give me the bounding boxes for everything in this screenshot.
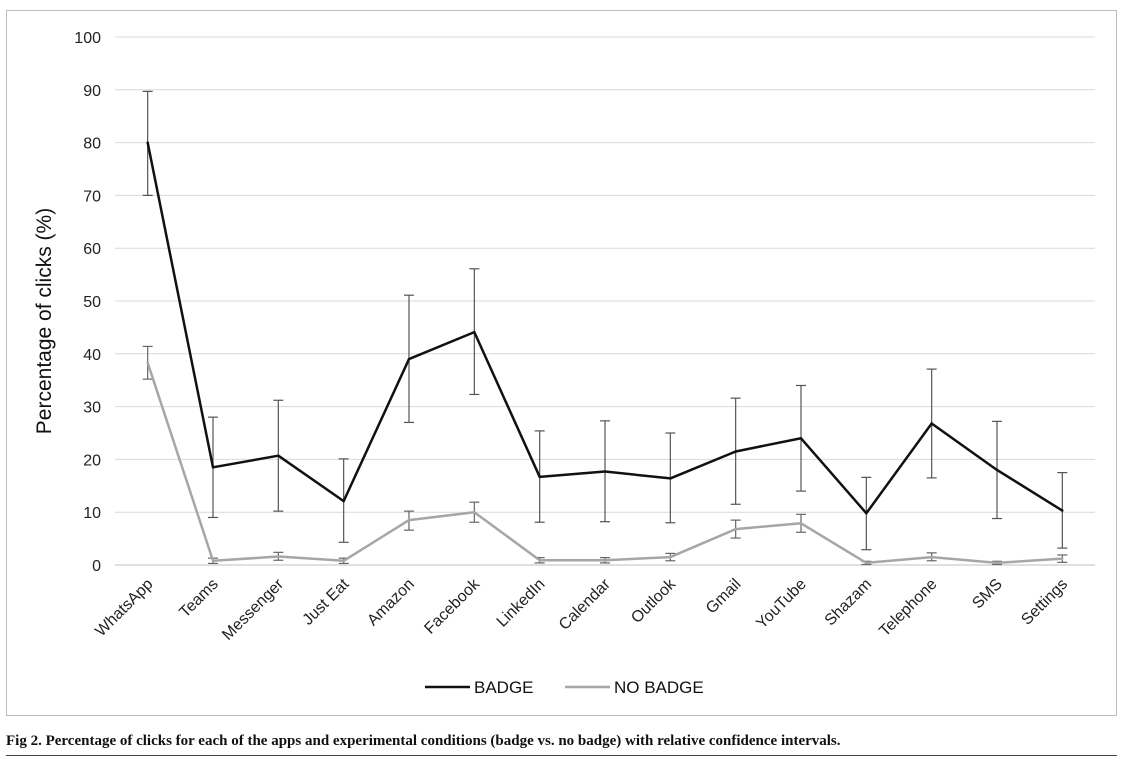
x-tick-label: LinkedIn [494,576,549,631]
data-point [407,518,411,522]
legend-label: NO BADGE [614,678,704,697]
data-point [930,422,933,425]
data-point [146,141,149,144]
series-group [142,90,1068,566]
y-tick-label: 70 [83,188,101,205]
legend-label: BADGE [474,678,534,697]
x-tick-label: YouTube [753,576,810,633]
line-chart: 0 10 20 30 40 50 60 70 80 90 100 Percentage of cli… [33,30,1095,697]
data-point [211,466,215,469]
caption-divider [6,755,1117,756]
chart-frame: 0 10 20 30 40 50 60 70 80 90 100 Percentage of cli… [6,10,1117,716]
data-point [342,499,345,503]
x-tick-label: Facebook [421,575,483,637]
data-point [734,527,737,531]
x-tick-label: Outlook [628,575,680,627]
data-point [930,555,933,559]
y-tick-label: 40 [83,347,101,364]
data-point [734,450,737,453]
data-point [473,330,476,334]
x-tick-label: WhatsApp [92,576,156,640]
data-point [995,561,999,565]
y-tick-label: 100 [74,30,101,47]
x-tick-label: Teams [176,576,221,621]
data-point [211,559,215,562]
data-point [865,561,868,565]
x-tick-label: Telephone [876,576,940,640]
data-point [995,468,999,472]
y-axis-label: Percentage of clicks (%) [33,208,56,434]
series-no-badge [142,345,1068,566]
data-point [473,511,476,514]
x-tick-label: Amazon [364,576,418,630]
data-point [1061,557,1064,560]
data-point [669,555,672,559]
data-point [1061,509,1064,512]
data-point [538,559,541,562]
legend: BADGE NO BADGE [425,678,704,697]
y-tick-label: 20 [83,452,101,469]
y-tick-label: 30 [83,400,101,417]
figure-caption: Fig 2. Percentage of clicks for each of … [6,733,841,749]
y-tick-label: 10 [83,505,101,522]
y-tick-label: 90 [83,83,101,100]
x-tick-label: Shazam [822,576,876,630]
y-axis-ticks: 0 10 20 30 40 50 60 70 80 90 100 [74,30,101,575]
series-badge [142,90,1068,551]
data-point [603,559,607,562]
data-point [603,470,607,473]
data-point [146,361,149,364]
x-tick-label: Gmail [703,576,745,618]
data-point [407,357,411,361]
x-tick-label: Just Eat [300,575,353,628]
x-tick-label: Messenger [219,575,287,643]
y-tick-label: 50 [83,294,101,311]
y-tick-label: 60 [83,241,101,258]
x-tick-label: Settings [1018,576,1071,629]
data-point [799,437,803,440]
data-point [865,512,868,515]
y-tick-label: 0 [92,558,101,575]
y-tick-label: 80 [83,136,101,153]
x-tick-label: Calendar [556,575,614,633]
data-point [669,477,672,480]
data-point [277,454,280,457]
data-point [342,559,345,562]
data-point [799,522,803,525]
x-tick-label: SMS [969,576,1006,613]
data-point [277,555,280,558]
data-point [538,475,541,479]
